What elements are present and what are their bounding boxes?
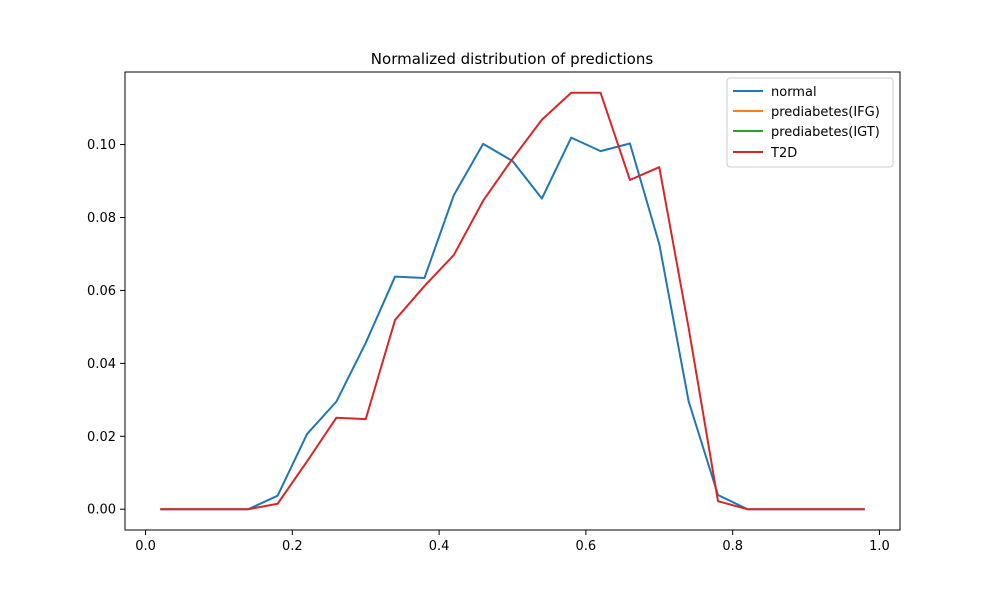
legend: normal prediabetes(IFG) prediabetes(IGT)… [726,77,894,168]
chart-title: Normalized distribution of predictions [371,50,654,68]
legend-label-t2d: T2D [770,146,797,161]
x-tick-label: 0.6 [576,539,597,554]
legend-label-prediabetes-igt: prediabetes(IGT) [771,125,880,140]
legend-entry-prediabetes-igt: prediabetes(IGT) [733,125,880,140]
x-tick-label: 0.0 [135,539,156,554]
y-tick-label: 0.08 [87,211,116,226]
x-tick-label: 1.0 [869,539,890,554]
x-tick-label: 0.4 [429,539,450,554]
y-tick-label: 0.06 [87,284,116,299]
y-tick-label: 0.00 [87,503,116,518]
y-tick-label: 0.10 [87,138,116,153]
legend-label-prediabetes-ifg: prediabetes(IFG) [771,105,880,120]
y-tick-label: 0.04 [87,357,116,372]
legend-entry-t2d: T2D [733,146,797,161]
legend-entry-normal: normal [733,85,817,100]
legend-label-normal: normal [771,85,817,100]
series-line-normal [160,136,865,511]
y-tick-label: 0.02 [87,430,116,445]
legend-frame [726,77,894,168]
x-tick-label: 0.8 [722,539,743,554]
y-axis: 0.00 0.02 0.04 0.06 0.08 0.10 [87,138,125,518]
plot-lines [160,91,865,511]
plot-frame [124,71,901,531]
legend-entry-prediabetes-ifg: prediabetes(IFG) [733,105,880,120]
x-axis: 0.0 0.2 0.4 0.6 0.8 1.0 [135,530,890,554]
x-tick-label: 0.2 [282,539,303,554]
series-line-t2d [160,91,865,511]
